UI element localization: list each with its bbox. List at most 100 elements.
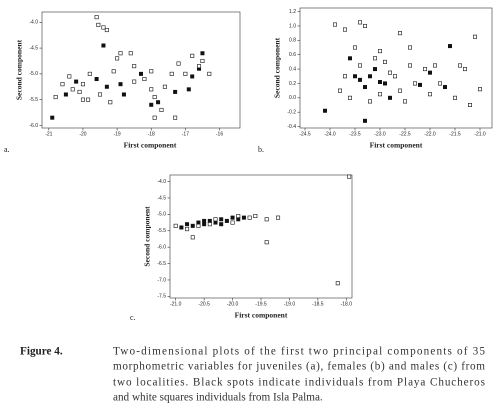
caption-line: two localities. Black spots indicate ind… [113,377,485,389]
point [60,82,65,87]
point [342,74,347,79]
point [452,95,457,100]
y-tick-label: -6.0 [29,123,38,129]
point [322,108,327,113]
point [357,77,362,82]
point [264,240,269,245]
point [207,218,212,223]
point [121,92,126,97]
point [442,85,447,90]
y-tick-label: -4.5 [157,195,166,201]
point [190,53,195,58]
point [118,82,123,87]
point [236,217,241,222]
x-tick-label: -24.5 [299,131,311,137]
point [94,77,99,82]
x-tick-label: -23.0 [374,131,386,137]
point [276,215,281,220]
point [342,27,347,32]
point [202,222,207,227]
point [142,77,147,82]
x-tick-label: -21.0 [170,301,182,307]
point [87,71,92,76]
point [207,222,212,227]
point [128,51,133,56]
point [477,87,482,92]
point [101,25,106,30]
point [53,95,58,100]
point [462,67,467,72]
point [80,97,85,102]
y-tick-label: -0.4 [287,124,296,130]
point [108,100,113,105]
point [159,107,164,112]
point [241,215,246,220]
x-tick-label: -19.0 [284,301,296,307]
panel-label: a. [4,145,10,154]
point [427,70,432,75]
point [357,63,362,68]
caption-line: Two-dimensional plots of the first two p… [113,346,485,358]
point [200,58,205,63]
y-tick-label: -7.0 [157,277,166,283]
y-tick-label: -4.5 [29,45,38,51]
point [173,115,178,120]
point [190,223,195,228]
point [387,95,392,100]
point [337,88,342,93]
point [132,64,137,69]
point [372,67,377,72]
point [169,71,174,76]
point [397,31,402,36]
point [219,222,224,227]
point [357,20,362,25]
point [149,102,154,107]
plot-frame [169,174,353,299]
point [427,92,432,97]
point [432,63,437,68]
point [86,97,91,102]
point [115,56,120,61]
x-tick-label: -18.0 [341,301,353,307]
panel-label: b. [258,145,264,154]
x-tick-label: -22.5 [399,131,411,137]
point [236,214,241,219]
point [247,215,252,220]
point [387,70,392,75]
point [202,218,207,223]
point [185,222,190,227]
point [104,84,109,89]
point [457,63,462,68]
point [80,82,85,87]
point [402,99,407,104]
point [149,69,154,74]
y-tick-label: -4.0 [29,20,38,26]
point [472,34,477,39]
point [407,45,412,50]
point [467,103,472,108]
caption-line: and white squares individuals from Isla … [113,392,323,404]
caption-label: Figure 4. [20,346,63,358]
x-tick-label: -21 [45,131,52,137]
point [367,74,372,79]
point [94,15,99,20]
y-tick-label: 0.0 [289,95,296,101]
point [67,74,72,79]
point [149,87,154,92]
x-tick-label: -20.5 [198,301,210,307]
point [152,95,157,100]
point [118,51,123,56]
point [437,81,442,86]
y-tick-label: -6.5 [157,261,166,267]
point [362,118,367,123]
y-axis-title: Second component [15,39,24,100]
y-tick-label: 0.4 [289,66,296,72]
point [377,49,382,54]
point [74,79,79,84]
point [183,71,188,76]
y-tick-label: 0.8 [289,38,296,44]
point [253,214,258,219]
point [179,225,184,230]
